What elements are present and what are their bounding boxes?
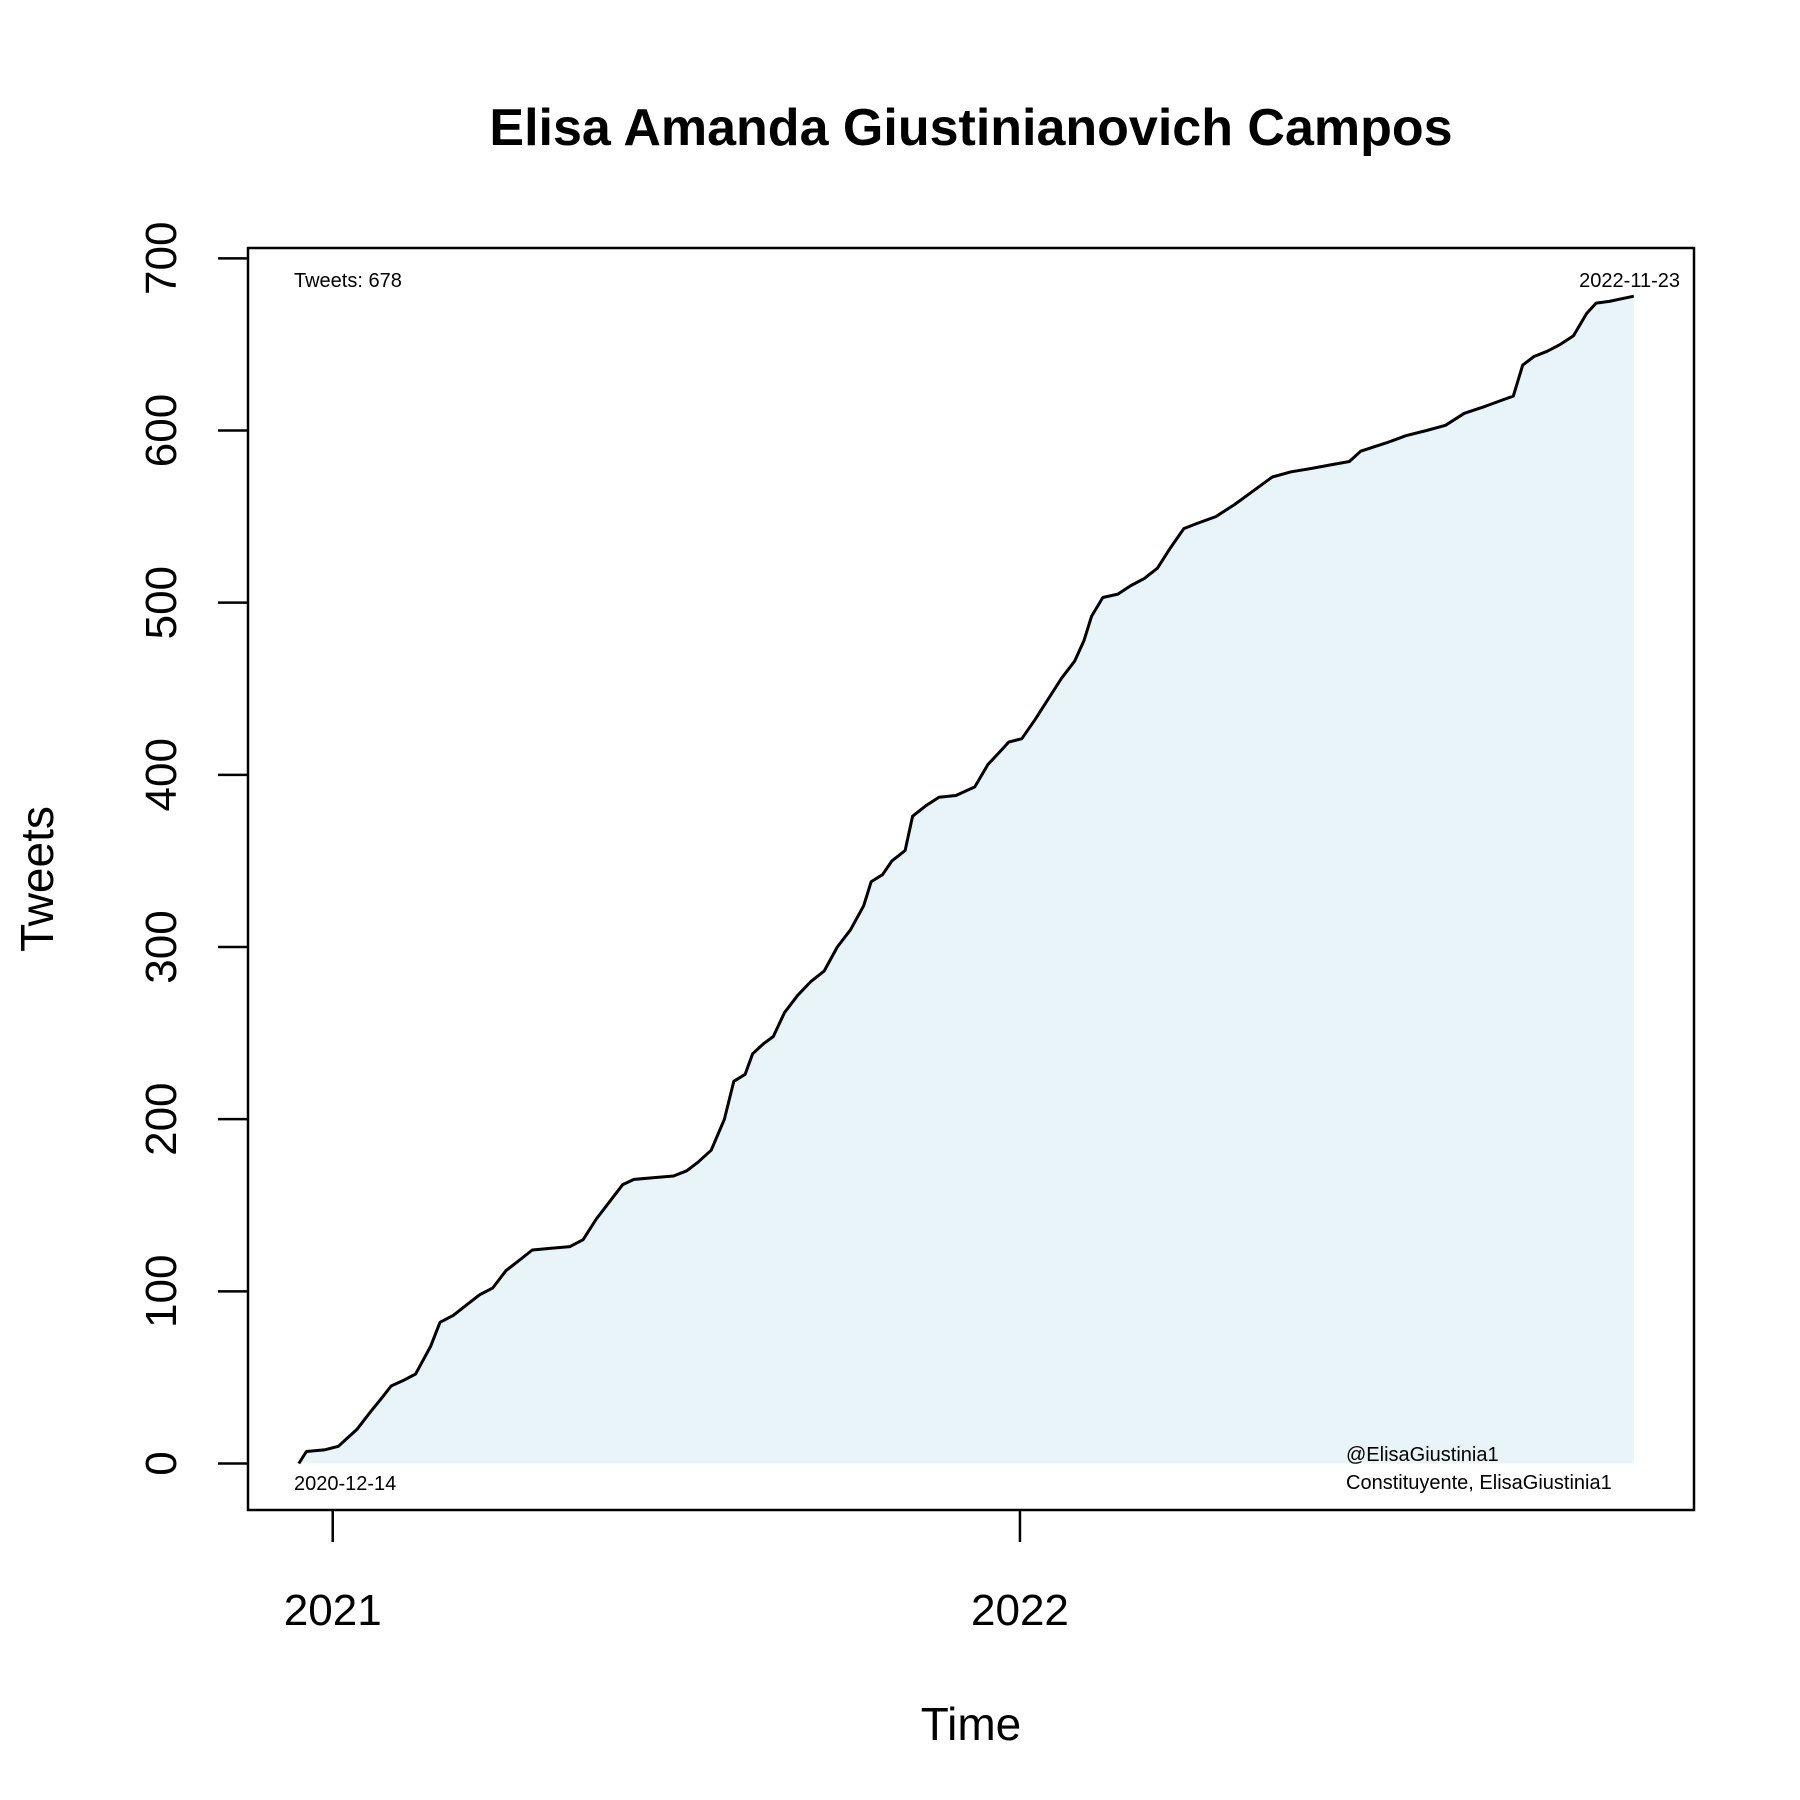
- y-axis: 0 100 200 300 400 500 600 700: [137, 222, 248, 1476]
- y-tick-label-0: 0: [137, 1451, 186, 1475]
- y-tick-label-100: 100: [137, 1255, 186, 1328]
- plot-frame: [246, 246, 1696, 1512]
- y-tick-label-300: 300: [137, 910, 186, 983]
- x-tick-label-2022: 2022: [971, 1586, 1069, 1635]
- y-tick-label-400: 400: [137, 738, 186, 811]
- source-label: Constituyente, ElisaGiustinia1: [1346, 1472, 1612, 1494]
- end-date-label: 2022-11-23: [1579, 270, 1680, 292]
- x-axis: 2021 2022: [284, 1510, 1069, 1635]
- start-date-label: 2020-12-14: [294, 1473, 396, 1495]
- chart-title: Elisa Amanda Giustinianovich Campos: [489, 99, 1452, 157]
- y-tick-label-700: 700: [137, 222, 186, 295]
- handle-label: @ElisaGiustinia1: [1346, 1444, 1499, 1466]
- plot-layer: [297, 294, 1635, 1465]
- x-tick-label-2021: 2021: [284, 1586, 382, 1635]
- cumulative-line-0: [297, 294, 1635, 1465]
- y-axis-label: Tweets: [11, 806, 63, 952]
- cumulative-area-0: [298, 296, 1634, 1464]
- y-tick-label-200: 200: [137, 1082, 186, 1155]
- x-axis-label: Time: [921, 1698, 1022, 1750]
- tweet-count-label: Tweets: 678: [294, 270, 402, 292]
- y-tick-label-600: 600: [137, 394, 186, 467]
- y-tick-label-500: 500: [137, 566, 186, 639]
